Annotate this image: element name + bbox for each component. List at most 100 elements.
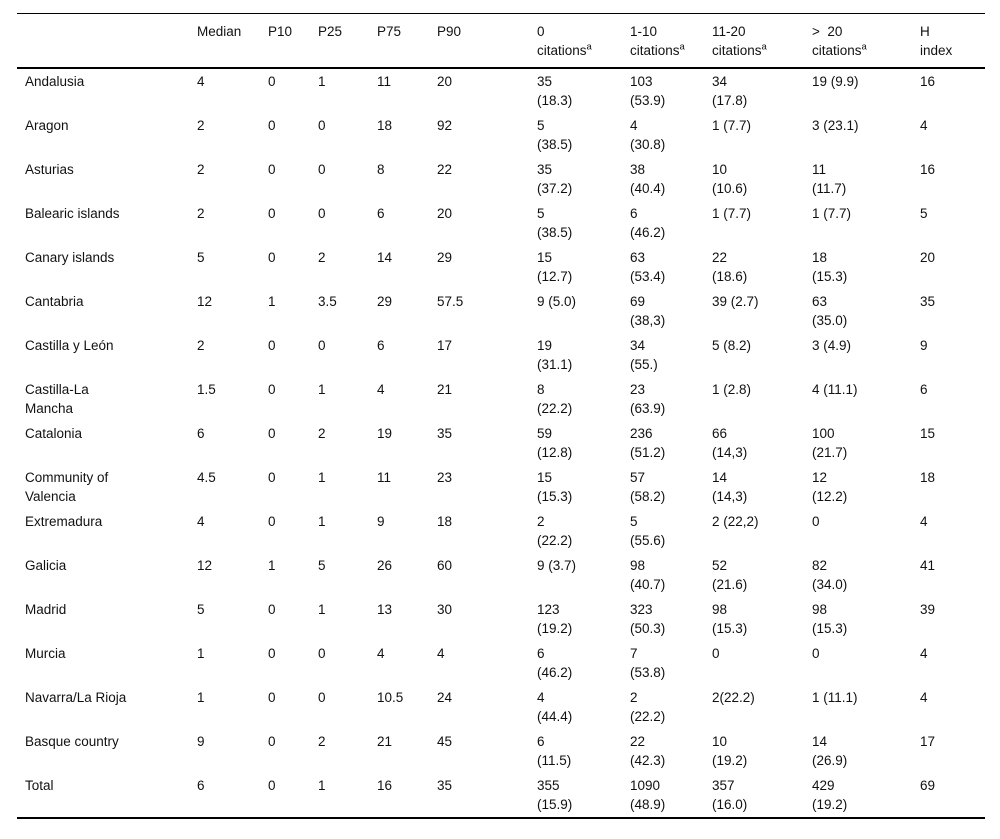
data-cell: 236 (51.2) [630, 426, 666, 460]
data-cell: 20 [920, 250, 936, 265]
header-line1: > 20 [812, 24, 843, 39]
data-cell: 14 (14,3) [712, 470, 748, 504]
data-cell: 57.5 [437, 294, 464, 309]
data-cell: 429 (19.2) [812, 778, 848, 812]
data-cell: 103 (53.9) [630, 74, 666, 108]
data-cell: 4 [920, 646, 928, 661]
data-cell: 1 (7.7) [712, 206, 752, 221]
data-cell: 100 (21.7) [812, 426, 848, 460]
data-cell: 57 (58.2) [630, 470, 666, 504]
data-cell: 8 (22.2) [537, 382, 573, 416]
data-cell: 26 [377, 558, 393, 573]
header-line1: P75 [377, 24, 402, 39]
table-row: Andalusia 4 0 1 11 20 35 (18.3) 103 (53.9) 34 (1… [17, 68, 985, 113]
data-cell: 1 [268, 558, 276, 573]
data-cell: 2 (22.2) [537, 514, 573, 548]
data-cell: 4 [920, 690, 928, 705]
data-cell: 6 [197, 778, 205, 793]
data-cell: 11 [377, 74, 392, 89]
data-cell: 22 (42.3) [630, 734, 666, 768]
table-row: Balearic islands 2 0 0 6 20 5 (38.5) 6 (46.2) 1 … [17, 201, 985, 245]
data-cell: 0 [268, 646, 276, 661]
data-cell: 2 [197, 206, 205, 221]
data-cell: 63 (53.4) [630, 250, 666, 284]
data-cell: 14 (26.9) [812, 734, 848, 768]
data-cell: 0 [318, 162, 326, 177]
data-cell: 0 [268, 118, 276, 133]
data-cell: 7 (53.8) [630, 646, 666, 680]
header-line1: 1-10 [630, 24, 658, 39]
data-cell: 3 (4.9) [812, 338, 852, 353]
data-cell: 2(22.2) [712, 690, 755, 705]
citations-by-region-table: Median P10 P25 P75 P90 0 citationsa 1-10 citatio… [17, 13, 985, 819]
data-cell: 1090 (48.9) [630, 778, 666, 812]
data-cell: 98 (40.7) [630, 558, 666, 592]
data-cell: 0 [268, 206, 276, 221]
data-cell: 4 [197, 514, 205, 529]
data-cell: 0 [812, 514, 820, 529]
data-cell: 0 [268, 602, 276, 617]
data-cell: 35 [920, 294, 936, 309]
header-line2: citationsa [630, 41, 685, 58]
data-cell: 9 [920, 338, 928, 353]
table-row: Cantabria 12 1 3.5 29 57.5 9 (5.0) 69 (38,3) 39 … [17, 289, 985, 333]
data-cell: 6 [197, 426, 205, 441]
table-body: Andalusia 4 0 1 11 20 35 (18.3) 103 (53.9) 34 (1… [17, 68, 985, 818]
region-cell: Catalonia [25, 426, 83, 441]
data-cell: 4 [920, 118, 928, 133]
data-cell: 0 [268, 778, 276, 793]
column-header: Median [197, 13, 268, 69]
data-cell: 69 [920, 778, 936, 793]
data-cell: 5 [920, 206, 928, 221]
data-cell: 5 (55.6) [630, 514, 666, 548]
data-cell: 1.5 [197, 382, 216, 397]
data-cell: 18 [437, 514, 453, 529]
header-line2: index [920, 43, 953, 58]
data-cell: 60 [437, 558, 453, 573]
data-cell: 15 [920, 426, 936, 441]
data-cell: 5 [197, 602, 205, 617]
data-cell: 35 (18.3) [537, 74, 573, 108]
data-cell: 34 (17.8) [712, 74, 748, 108]
table-row: Madrid 5 0 1 13 30 123 (19.2) 323 (50.3) 98 (15.… [17, 597, 985, 641]
header-line2: citationsa [537, 41, 592, 58]
region-cell: Balearic islands [25, 206, 120, 221]
header-line2: citationsa [812, 41, 867, 58]
data-cell: 18 [920, 470, 936, 485]
data-cell: 1 [197, 690, 205, 705]
column-header: P10 [268, 13, 318, 69]
table-row: Galicia 12 1 5 26 60 9 (3.7) 98 (40.7) 52 (21.6)… [17, 553, 985, 597]
data-cell: 14 [377, 250, 393, 265]
column-header: P90 [437, 13, 537, 69]
data-cell: 6 (46.2) [630, 206, 666, 240]
data-cell: 98 (15.3) [712, 602, 748, 636]
table-header: Median P10 P25 P75 P90 0 citationsa 1-10 citatio… [17, 13, 985, 69]
footnote-marker: a [761, 41, 767, 53]
data-cell: 1 (7.7) [712, 118, 752, 133]
column-header: > 20 citationsa [812, 13, 920, 69]
data-cell: 10 (10.6) [712, 162, 748, 196]
data-cell: 63 (35.0) [812, 294, 848, 328]
data-cell: 0 [318, 646, 326, 661]
data-cell: 1 [197, 646, 205, 661]
region-cell: Cantabria [25, 294, 84, 309]
data-cell: 6 (46.2) [537, 646, 573, 680]
data-cell: 35 [437, 426, 453, 441]
data-cell: 12 [197, 558, 213, 573]
data-cell: 9 [377, 514, 385, 529]
region-cell: Murcia [25, 646, 66, 661]
data-cell: 39 [920, 602, 936, 617]
data-cell: 17 [437, 338, 453, 353]
data-cell: 15 (12.7) [537, 250, 573, 284]
data-cell: 24 [437, 690, 453, 705]
region-cell: Madrid [25, 602, 67, 617]
data-cell: 35 [437, 778, 453, 793]
data-cell: 0 [268, 514, 276, 529]
data-cell: 0 [318, 206, 326, 221]
data-cell: 45 [437, 734, 453, 749]
data-cell: 20 [437, 74, 453, 89]
table-row: Aragon 2 0 0 18 92 5 (38.5) 4 (30.8) 1 (7.7) 3 (2… [17, 113, 985, 157]
data-cell: 1 [318, 514, 326, 529]
data-cell: 4 (11.1) [812, 382, 858, 397]
data-cell: 0 [268, 426, 276, 441]
